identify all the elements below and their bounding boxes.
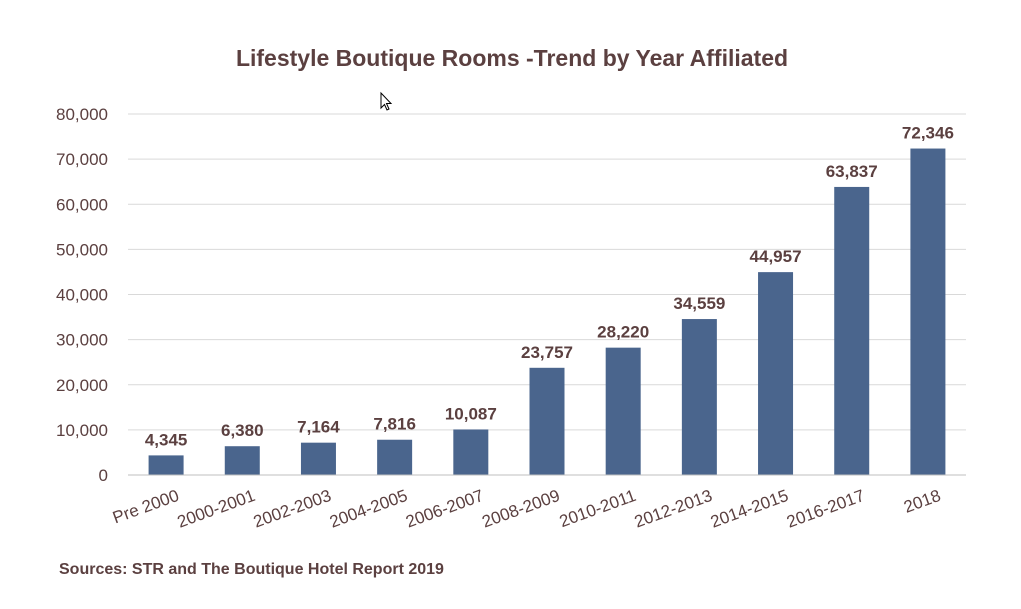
- x-tick-label: 2002-2003: [251, 486, 334, 532]
- x-tick-label: 2014-2015: [708, 486, 791, 532]
- bar: [910, 148, 946, 475]
- x-axis-ticks: Pre 20002000-20012002-20032004-20052006-…: [110, 486, 943, 532]
- bar: [453, 429, 489, 475]
- bars: [148, 148, 946, 475]
- data-label: 28,220: [597, 323, 649, 342]
- y-tick-label: 20,000: [56, 376, 108, 395]
- bar: [529, 367, 565, 475]
- x-tick-label: Pre 2000: [110, 486, 181, 527]
- bar: [148, 455, 184, 475]
- data-label: 6,380: [221, 421, 264, 440]
- data-label: 34,559: [673, 294, 725, 313]
- data-labels: 4,345 6,380 7,164 7,816 10,087 23,757 28,220 34…: [145, 124, 954, 450]
- data-label: 23,757: [521, 343, 573, 362]
- bar: [605, 347, 641, 475]
- y-tick-label: 50,000: [56, 240, 108, 259]
- data-label: 44,957: [750, 247, 802, 266]
- gridlines: [128, 113, 966, 431]
- y-tick-label: 0: [99, 466, 108, 485]
- bar: [377, 439, 413, 475]
- bar: [681, 319, 717, 475]
- data-label: 72,346: [902, 124, 954, 143]
- data-label: 7,816: [373, 415, 416, 434]
- bar: [300, 442, 336, 475]
- x-tick-label: 2016-2017: [784, 486, 867, 532]
- bar: [758, 272, 794, 475]
- source-note: Sources: STR and The Boutique Hotel Repo…: [59, 561, 444, 578]
- data-label: 63,837: [826, 162, 878, 181]
- data-label: 4,345: [145, 430, 188, 449]
- x-tick-label: 2008-2009: [479, 486, 562, 532]
- x-tick-label: 2018: [901, 486, 943, 517]
- mouse-cursor-icon: [380, 91, 393, 111]
- y-tick-label: 70,000: [56, 150, 108, 169]
- x-tick-label: 2012-2013: [632, 486, 715, 532]
- bar: [224, 446, 260, 475]
- x-tick-label: 2004-2005: [327, 486, 410, 532]
- y-tick-label: 30,000: [56, 331, 108, 350]
- chart-title: Lifestyle Boutique Rooms -Trend by Year …: [236, 45, 788, 71]
- y-tick-label: 80,000: [56, 105, 108, 124]
- y-tick-label: 40,000: [56, 286, 108, 305]
- y-tick-label: 60,000: [56, 195, 108, 214]
- data-label: 10,087: [445, 404, 497, 423]
- y-tick-label: 10,000: [56, 421, 108, 440]
- x-tick-label: 2010-2011: [557, 486, 639, 531]
- bar: [834, 186, 870, 475]
- x-tick-label: 2006-2007: [403, 486, 486, 532]
- data-label: 7,164: [297, 418, 340, 437]
- y-axis-ticks: 0 10,000 20,000 30,000 40,000 50,000 60,000 70,…: [56, 105, 108, 485]
- x-tick-label: 2000-2001: [175, 486, 258, 532]
